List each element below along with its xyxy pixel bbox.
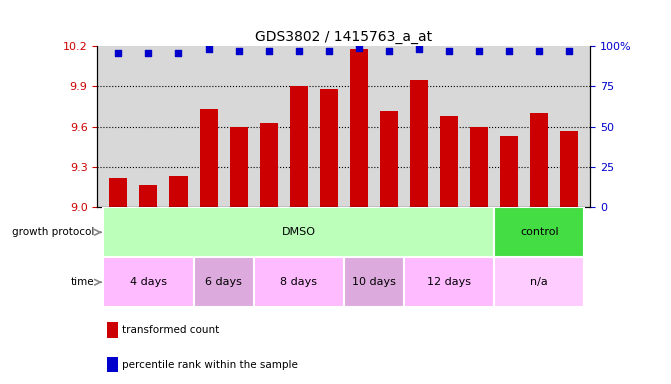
Text: time: time	[70, 277, 94, 287]
Text: 8 days: 8 days	[280, 277, 317, 287]
Point	[113, 50, 123, 56]
Point	[504, 48, 515, 54]
Text: growth protocol: growth protocol	[11, 227, 94, 237]
Bar	[140, 184, 158, 207]
Text: DMSO: DMSO	[282, 227, 316, 237]
Text: percentile rank within the sample: percentile rank within the sample	[122, 360, 298, 370]
Bar	[193, 257, 254, 307]
Bar	[107, 323, 118, 338]
Bar	[290, 86, 308, 207]
Point	[564, 48, 575, 54]
Bar	[229, 127, 248, 207]
Bar	[344, 257, 404, 307]
Text: 4 days: 4 days	[130, 277, 167, 287]
Point	[414, 46, 425, 52]
Text: transformed count: transformed count	[122, 325, 219, 335]
Bar	[350, 49, 368, 207]
Bar	[560, 131, 578, 207]
Point	[534, 48, 545, 54]
Point	[474, 48, 484, 54]
Bar	[103, 207, 495, 257]
Text: 6 days: 6 days	[205, 277, 242, 287]
Bar	[380, 111, 398, 207]
Point	[234, 48, 244, 54]
Bar	[109, 178, 127, 207]
Text: 10 days: 10 days	[352, 277, 396, 287]
Bar	[470, 127, 488, 207]
Bar	[495, 257, 584, 307]
Point	[354, 45, 364, 51]
Bar	[107, 357, 118, 372]
Bar	[320, 89, 338, 207]
Bar	[495, 207, 584, 257]
Point	[173, 50, 184, 56]
Point	[444, 48, 454, 54]
Point	[263, 48, 274, 54]
Point	[293, 48, 304, 54]
Bar	[440, 116, 458, 207]
Point	[384, 48, 395, 54]
Bar	[199, 109, 217, 207]
Title: GDS3802 / 1415763_a_at: GDS3802 / 1415763_a_at	[256, 30, 432, 44]
Text: control: control	[520, 227, 559, 237]
Bar	[103, 257, 193, 307]
Point	[143, 50, 154, 56]
Bar	[260, 122, 278, 207]
Text: 12 days: 12 days	[427, 277, 471, 287]
Bar	[530, 113, 548, 207]
Point	[203, 46, 214, 52]
Text: n/a: n/a	[531, 277, 548, 287]
Bar	[170, 176, 187, 207]
Bar	[404, 257, 495, 307]
Bar	[501, 136, 518, 207]
Bar	[254, 257, 344, 307]
Point	[323, 48, 334, 54]
Bar	[410, 79, 428, 207]
